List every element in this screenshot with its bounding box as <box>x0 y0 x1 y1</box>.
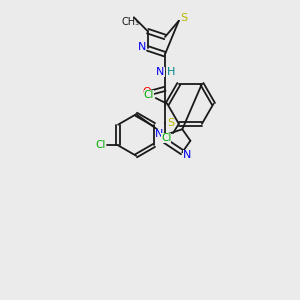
Text: N: N <box>138 42 146 52</box>
Text: S: S <box>180 14 187 23</box>
Text: N: N <box>155 129 164 139</box>
Text: CH₃: CH₃ <box>121 17 140 27</box>
Text: H: H <box>167 67 175 76</box>
Text: O: O <box>142 87 151 97</box>
Text: Cl: Cl <box>161 133 171 143</box>
Text: Cl: Cl <box>144 90 154 100</box>
Text: N: N <box>156 67 165 76</box>
Text: N: N <box>183 150 191 160</box>
Text: S: S <box>167 118 174 128</box>
Text: Cl: Cl <box>96 140 106 150</box>
